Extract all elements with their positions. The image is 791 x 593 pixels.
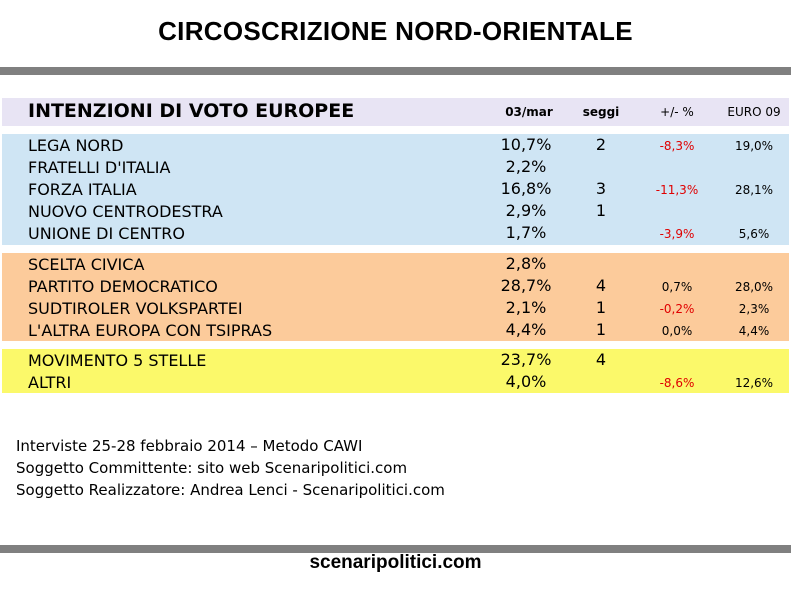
vote-percentage: 28,7%: [500, 276, 552, 295]
seat-count: 4: [595, 350, 607, 369]
euro09-percentage: 4,4%: [738, 324, 770, 338]
vote-percentage: 2,8%: [505, 254, 547, 273]
seat-count: 4: [595, 276, 607, 295]
footer-site: scenaripolitici.com: [309, 552, 482, 573]
column-header-date: 03/mar: [505, 105, 553, 119]
party-name: L'ALTRA EUROPA CON TSIPRAS: [28, 321, 273, 340]
column-header-delta: +/- %: [660, 105, 694, 119]
table-row: SUDTIROLER VOLKSPARTEI 2,1% 1 -0,2% 2,3%: [2, 297, 789, 319]
euro09-percentage: 5,6%: [738, 227, 770, 241]
survey-note-dates: Interviste 25-28 febbraio 2014 – Metodo …: [16, 437, 363, 455]
seat-count: 2: [595, 135, 607, 154]
page-title: CIRCOSCRIZIONE NORD-ORIENTALE: [158, 16, 633, 46]
euro09-percentage: 19,0%: [734, 139, 774, 153]
table-row: SCELTA CIVICA 2,8%: [2, 253, 789, 275]
table-row: LEGA NORD 10,7% 2 -8,3% 19,0%: [2, 134, 789, 156]
vote-percentage: 2,1%: [505, 298, 547, 317]
party-name: SUDTIROLER VOLKSPARTEI: [28, 299, 243, 318]
party-name: LEGA NORD: [28, 136, 124, 155]
delta-percentage: -3,9%: [659, 227, 695, 241]
table-row: L'ALTRA EUROPA CON TSIPRAS 4,4% 1 0,0% 4,4%: [2, 319, 789, 341]
delta-percentage: -8,6%: [659, 376, 695, 390]
vote-percentage: 2,2%: [505, 157, 547, 176]
delta-percentage: 0,0%: [661, 324, 693, 338]
table-row: FORZA ITALIA 16,8% 3 -11,3% 28,1%: [2, 178, 789, 200]
coalition-group-centrodestra: LEGA NORD 10,7% 2 -8,3% 19,0% FRATELLI D'ITAL…: [2, 134, 789, 245]
top-divider: [0, 67, 791, 75]
party-name: SCELTA CIVICA: [28, 255, 145, 274]
table-row: NUOVO CENTRODESTRA 2,9% 1: [2, 200, 789, 222]
euro09-percentage: 12,6%: [734, 376, 774, 390]
table-row: FRATELLI D'ITALIA 2,2%: [2, 156, 789, 178]
coalition-group-others: MOVIMENTO 5 STELLE 23,7% 4 ALTRI 4,0% -8,6% 12…: [2, 349, 789, 393]
delta-percentage: 0,7%: [661, 280, 693, 294]
vote-percentage: 4,4%: [505, 320, 547, 339]
column-header-seats: seggi: [582, 105, 620, 119]
party-name: UNIONE DI CENTRO: [28, 224, 186, 243]
table-row: MOVIMENTO 5 STELLE 23,7% 4: [2, 349, 789, 371]
seat-count: 3: [595, 179, 607, 198]
bottom-divider: [0, 545, 791, 553]
delta-percentage: -0,2%: [659, 302, 695, 316]
party-name: FRATELLI D'ITALIA: [28, 158, 171, 177]
seat-count: 1: [595, 201, 607, 220]
euro09-percentage: 2,3%: [738, 302, 770, 316]
delta-percentage: -8,3%: [659, 139, 695, 153]
delta-percentage: -11,3%: [655, 183, 699, 197]
vote-percentage: 16,8%: [500, 179, 552, 198]
party-name: MOVIMENTO 5 STELLE: [28, 351, 207, 370]
coalition-group-centrosinistra: SCELTA CIVICA 2,8% PARTITO DEMOCRATICO 28,7…: [2, 253, 789, 341]
vote-percentage: 1,7%: [505, 223, 547, 242]
table-title: INTENZIONI DI VOTO EUROPEE: [28, 100, 355, 122]
column-header-euro09: EURO 09: [727, 105, 781, 119]
survey-note-realizzatore: Soggetto Realizzatore: Andrea Lenci - Sc…: [16, 481, 445, 499]
table-row: ALTRI 4,0% -8,6% 12,6%: [2, 371, 789, 393]
table-row: UNIONE DI CENTRO 1,7% -3,9% 5,6%: [2, 222, 789, 244]
party-name: PARTITO DEMOCRATICO: [28, 277, 218, 296]
party-name: ALTRI: [28, 373, 72, 392]
euro09-percentage: 28,0%: [734, 280, 774, 294]
party-name: NUOVO CENTRODESTRA: [28, 202, 223, 221]
seat-count: 1: [595, 298, 607, 317]
party-name: FORZA ITALIA: [28, 180, 137, 199]
euro09-percentage: 28,1%: [734, 183, 774, 197]
table-row: PARTITO DEMOCRATICO 28,7% 4 0,7% 28,0%: [2, 275, 789, 297]
vote-percentage: 4,0%: [505, 372, 547, 391]
vote-percentage: 10,7%: [500, 135, 552, 154]
vote-percentage: 2,9%: [505, 201, 547, 220]
table-header: INTENZIONI DI VOTO EUROPEE 03/mar seggi …: [2, 98, 789, 126]
vote-percentage: 23,7%: [500, 350, 552, 369]
survey-note-committente: Soggetto Committente: sito web Scenaripo…: [16, 459, 408, 477]
seat-count: 1: [595, 320, 607, 339]
